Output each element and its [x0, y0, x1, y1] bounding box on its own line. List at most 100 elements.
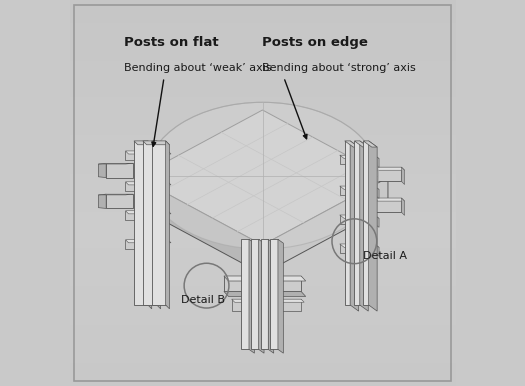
- Polygon shape: [242, 239, 249, 349]
- Bar: [69, 174, 456, 177]
- Polygon shape: [125, 240, 171, 243]
- Bar: [69, 357, 456, 360]
- Bar: [69, 335, 456, 338]
- Bar: [69, 209, 456, 212]
- Polygon shape: [262, 178, 388, 274]
- Bar: [69, 138, 456, 142]
- Bar: [69, 277, 456, 280]
- Bar: [69, 171, 456, 174]
- Text: Bending about ‘weak’ axis: Bending about ‘weak’ axis: [123, 63, 271, 73]
- Bar: [69, 241, 456, 244]
- Bar: [69, 290, 456, 293]
- Bar: [69, 264, 456, 267]
- Bar: [69, 212, 456, 215]
- Bar: [69, 32, 456, 36]
- Polygon shape: [345, 141, 359, 147]
- Bar: [69, 125, 456, 129]
- Bar: [69, 186, 456, 190]
- Polygon shape: [143, 141, 161, 145]
- Bar: [69, 10, 456, 13]
- Bar: [69, 19, 456, 22]
- Bar: [69, 45, 456, 48]
- Bar: [69, 64, 456, 68]
- Polygon shape: [137, 178, 262, 274]
- Bar: [69, 376, 456, 379]
- Polygon shape: [152, 141, 165, 305]
- Polygon shape: [125, 151, 171, 154]
- Polygon shape: [106, 194, 133, 208]
- Bar: [69, 29, 456, 32]
- Polygon shape: [402, 167, 405, 185]
- Polygon shape: [125, 240, 168, 249]
- Bar: [69, 135, 456, 138]
- Bar: [69, 177, 456, 180]
- Bar: [69, 142, 456, 145]
- Polygon shape: [268, 239, 274, 353]
- Bar: [69, 309, 456, 312]
- Bar: [69, 244, 456, 248]
- Polygon shape: [340, 244, 374, 253]
- Bar: [69, 190, 456, 193]
- Polygon shape: [148, 141, 152, 309]
- Polygon shape: [99, 163, 133, 164]
- Bar: [69, 206, 456, 209]
- Polygon shape: [134, 141, 152, 145]
- Bar: [69, 68, 456, 71]
- Bar: [69, 151, 456, 154]
- Bar: [69, 338, 456, 341]
- Bar: [69, 180, 456, 183]
- Bar: [69, 367, 456, 370]
- Bar: [69, 22, 456, 26]
- Polygon shape: [345, 141, 350, 305]
- Bar: [69, 257, 456, 261]
- Polygon shape: [143, 141, 157, 305]
- Bar: [69, 26, 456, 29]
- Bar: [69, 373, 456, 376]
- Bar: [69, 129, 456, 132]
- Bar: [69, 354, 456, 357]
- Polygon shape: [270, 239, 278, 349]
- Bar: [69, 238, 456, 241]
- Bar: [69, 286, 456, 290]
- Polygon shape: [374, 155, 379, 168]
- Bar: [69, 80, 456, 84]
- Bar: [69, 254, 456, 257]
- Polygon shape: [354, 141, 360, 305]
- Polygon shape: [340, 215, 374, 224]
- Bar: [69, 90, 456, 93]
- Polygon shape: [360, 141, 368, 311]
- Text: Bending about ‘strong’ axis: Bending about ‘strong’ axis: [262, 63, 416, 73]
- Polygon shape: [106, 163, 133, 178]
- Bar: [69, 145, 456, 148]
- Bar: [69, 13, 456, 16]
- Polygon shape: [374, 244, 379, 256]
- Bar: [69, 51, 456, 55]
- Polygon shape: [350, 141, 359, 311]
- Polygon shape: [125, 151, 168, 160]
- Bar: [69, 93, 456, 96]
- Text: Detail A: Detail A: [363, 251, 407, 261]
- Polygon shape: [259, 239, 264, 353]
- Bar: [69, 360, 456, 364]
- Bar: [69, 84, 456, 87]
- Bar: [69, 103, 456, 106]
- Polygon shape: [232, 299, 301, 311]
- Bar: [69, 383, 456, 386]
- Polygon shape: [374, 198, 405, 201]
- Bar: [69, 96, 456, 100]
- Bar: [69, 109, 456, 113]
- Bar: [69, 293, 456, 296]
- Ellipse shape: [146, 102, 379, 249]
- Bar: [69, 299, 456, 302]
- Bar: [69, 77, 456, 80]
- Bar: [69, 273, 456, 277]
- Bar: [69, 232, 456, 235]
- Bar: [69, 261, 456, 264]
- Polygon shape: [99, 194, 133, 195]
- Bar: [69, 122, 456, 125]
- Bar: [69, 229, 456, 232]
- Bar: [69, 48, 456, 51]
- Bar: [69, 251, 456, 254]
- Bar: [69, 267, 456, 270]
- Bar: [69, 203, 456, 206]
